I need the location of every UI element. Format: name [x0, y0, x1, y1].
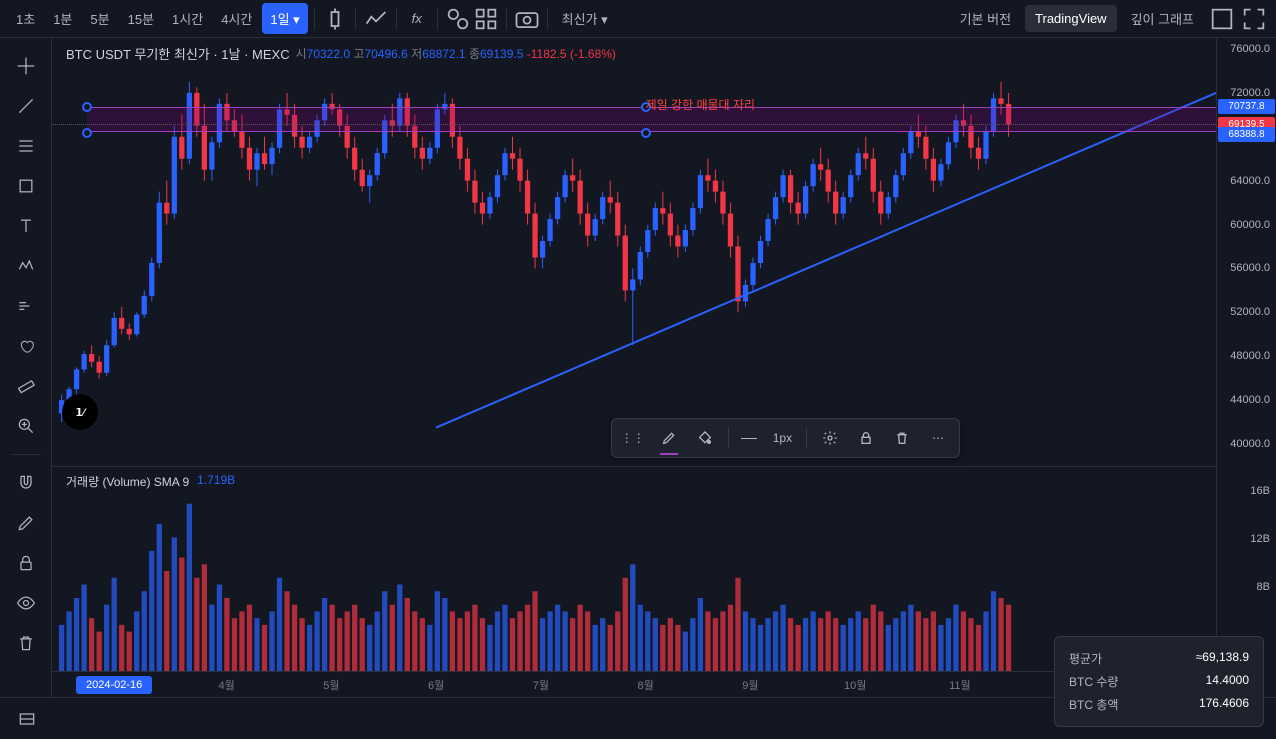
price-tick: 56000.0 [1230, 262, 1270, 274]
indicators-icon[interactable] [362, 5, 390, 33]
info-row: BTC 수량14.4000 [1069, 670, 1249, 693]
basic-version-button[interactable]: 기본 버전 [950, 3, 1021, 34]
fx-icon[interactable]: fx [403, 5, 431, 33]
price-tick: 48000.0 [1230, 350, 1270, 362]
zone-handle[interactable] [641, 128, 651, 138]
camera-icon[interactable] [513, 5, 541, 33]
time-label: 8월 [638, 677, 654, 693]
time-label: 5월 [323, 677, 339, 693]
price-tag: 68388.8 [1218, 127, 1275, 142]
price-tick: 76000.0 [1230, 43, 1270, 55]
favorite-tool-icon[interactable] [8, 328, 44, 364]
tradingview-button[interactable]: TradingView [1025, 5, 1117, 32]
info-row: BTC 총액176.4606 [1069, 693, 1249, 716]
chart-area[interactable]: BTC USDT 무기한 최신가 · 1날 · MEXC 시70322.0 고7… [52, 38, 1216, 697]
volume-tick: 16B [1250, 485, 1270, 497]
symbol-info: BTC USDT 무기한 최신가 · 1날 · MEXC 시70322.0 고7… [66, 44, 616, 63]
timeframe-button[interactable]: 1일 ▾ [262, 3, 307, 34]
shapes-tool-icon[interactable] [8, 168, 44, 204]
crosshair-tool-icon[interactable] [8, 48, 44, 84]
price-axis[interactable]: 76000.072000.068000.064000.060000.056000… [1216, 38, 1276, 697]
time-label: 11월 [949, 677, 971, 693]
volume-chart-svg [52, 467, 1216, 671]
trendline-tool-icon[interactable] [8, 88, 44, 124]
left-toolbar [0, 38, 52, 697]
volume-tick: 12B [1250, 533, 1270, 545]
price-type-button[interactable]: 최신가 ▾ [554, 3, 616, 34]
zoom-tool-icon[interactable] [8, 408, 44, 444]
time-label: 7월 [533, 677, 549, 693]
text-tool-icon[interactable] [8, 208, 44, 244]
symbol-name: BTC USDT 무기한 최신가 · 1날 · MEXC [66, 44, 290, 63]
forecast-tool-icon[interactable] [8, 288, 44, 324]
timeframe-button[interactable]: 1분 [45, 3, 80, 34]
price-tag: 70737.8 [1218, 99, 1275, 114]
settings-gear-icon[interactable] [813, 423, 847, 453]
fib-tool-icon[interactable] [8, 128, 44, 164]
price-panel[interactable]: BTC USDT 무기한 최신가 · 1날 · MEXC 시70322.0 고7… [52, 38, 1216, 466]
zone-handle[interactable] [82, 128, 92, 138]
drag-handle-icon[interactable]: ⋮⋮ [616, 423, 650, 453]
pattern-tool-icon[interactable] [8, 248, 44, 284]
trash-tool-icon[interactable] [8, 625, 44, 661]
drawing-toolbar: ⋮⋮ 1px ⋯ [611, 418, 960, 458]
price-tick: 72000.0 [1230, 87, 1270, 99]
layout-icon[interactable] [1208, 5, 1236, 33]
volume-panel[interactable]: 거래량 (Volume) SMA 9 1.719B [52, 466, 1216, 671]
grid-icon[interactable] [472, 5, 500, 33]
time-label: 4월 [218, 677, 234, 693]
price-tick: 52000.0 [1230, 306, 1270, 318]
pencil-tool-icon[interactable] [8, 505, 44, 541]
timeframe-button[interactable]: 1초 [8, 3, 43, 34]
fill-icon[interactable] [688, 423, 722, 453]
compare-icon[interactable] [444, 5, 472, 33]
tradingview-logo-icon[interactable]: 𝟭⁄ [62, 394, 98, 430]
price-tick: 60000.0 [1230, 219, 1270, 231]
delete-icon[interactable] [885, 423, 919, 453]
magnet-tool-icon[interactable] [8, 465, 44, 501]
top-toolbar: 1초1분5분15분1시간4시간1일 ▾ fx 최신가 ▾ 기본 버전 Tradi… [0, 0, 1276, 38]
date-chip: 2024-02-16 [76, 676, 152, 694]
zone-handle[interactable] [82, 102, 92, 112]
edit-pencil-icon[interactable] [652, 423, 686, 453]
volume-info: 거래량 (Volume) SMA 9 1.719B [66, 473, 235, 490]
lock-icon[interactable] [849, 423, 883, 453]
info-row: 평균가≈69,138.9 [1069, 647, 1249, 670]
timeframe-button[interactable]: 4시간 [213, 3, 260, 34]
fullscreen-icon[interactable] [1240, 5, 1268, 33]
depth-chart-button[interactable]: 깊이 그래프 [1121, 3, 1204, 34]
price-tick: 64000.0 [1230, 175, 1270, 187]
timeframe-button[interactable]: 15분 [120, 3, 162, 34]
timeframe-button[interactable]: 1시간 [164, 3, 211, 34]
volume-tick: 8B [1257, 581, 1270, 593]
annotation-text: 제일 강한 매물대 자리 [646, 96, 755, 113]
info-box: 평균가≈69,138.9BTC 수량14.4000BTC 총액176.4606 [1054, 636, 1264, 727]
timeframe-button[interactable]: 5분 [82, 3, 117, 34]
price-tick: 44000.0 [1230, 394, 1270, 406]
line-width-label[interactable]: 1px [765, 431, 800, 445]
more-icon[interactable]: ⋯ [921, 423, 955, 453]
candle-style-icon[interactable] [321, 5, 349, 33]
ruler-tool-icon[interactable] [8, 368, 44, 404]
collapse-icon[interactable] [12, 704, 42, 734]
price-tick: 40000.0 [1230, 438, 1270, 450]
timeframe-group: 1초1분5분15분1시간4시간1일 ▾ [8, 3, 308, 34]
line-style-icon[interactable] [735, 423, 763, 453]
time-label: 9월 [742, 677, 758, 693]
time-axis[interactable]: 2024-02-16 4월5월6월7월8월9월10월11월12월 [52, 671, 1216, 697]
eye-tool-icon[interactable] [8, 585, 44, 621]
time-label: 6월 [428, 677, 444, 693]
time-label: 10월 [844, 677, 866, 693]
price-chart-svg [52, 38, 1216, 466]
lock-tool-icon[interactable] [8, 545, 44, 581]
